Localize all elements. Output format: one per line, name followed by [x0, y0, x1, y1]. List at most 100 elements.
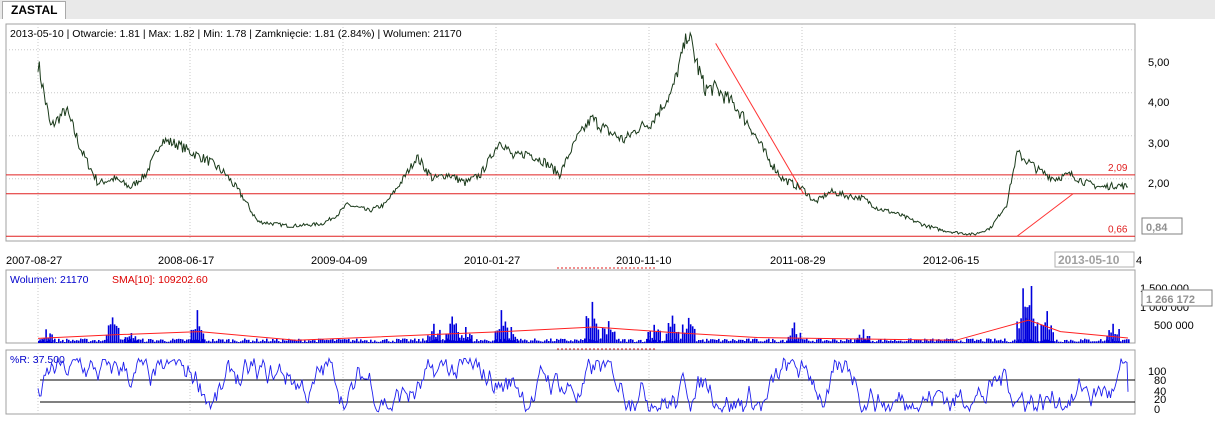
volume-bar: [178, 338, 180, 343]
volume-bar: [516, 338, 519, 343]
volume-bar: [328, 340, 330, 343]
volume-bar: [938, 339, 940, 343]
volume-bar: [836, 340, 838, 343]
volume-bar: [570, 340, 572, 343]
volume-bar: [724, 339, 726, 343]
volume-bar: [1024, 317, 1027, 343]
volume-bar: [276, 338, 278, 343]
volume-bar: [846, 338, 848, 343]
volume-bar: [38, 340, 40, 343]
volume-bar: [852, 342, 854, 343]
chart-area[interactable]: 2013-05-10 | Otwarcie: 1.81 | Max: 1.82 …: [0, 19, 1215, 423]
volume-bar: [364, 340, 366, 343]
volume-bar: [90, 341, 92, 343]
volume-bar: [912, 341, 914, 343]
volume-bar: [593, 318, 596, 343]
volume-bar: [734, 340, 736, 343]
volume-bar: [952, 338, 954, 343]
volume-bar: [432, 340, 434, 343]
volume-bar: [812, 340, 814, 343]
volume-bar: [994, 338, 996, 343]
volume-bar: [62, 339, 64, 343]
volume-bar: [126, 337, 129, 343]
volume-bar: [1126, 339, 1128, 343]
volume-bar: [244, 338, 246, 343]
volume-bar: [494, 331, 497, 343]
volume-bar: [607, 321, 610, 343]
volume-bar: [1050, 325, 1052, 343]
volume-bar: [122, 339, 124, 343]
volume-bar: [1008, 342, 1010, 343]
volume-bar: [356, 338, 358, 343]
volume-bar: [230, 342, 232, 343]
volume-bar: [736, 341, 738, 343]
volume-bar: [420, 341, 422, 343]
volume-bar: [158, 340, 160, 343]
volume-bar: [322, 339, 324, 343]
volume-bar: [932, 338, 934, 343]
x-tick-label: 2011-08-29: [770, 255, 825, 267]
volume-bar: [382, 340, 384, 343]
volume-bar: [896, 341, 898, 343]
volume-bar: [540, 341, 542, 343]
volume-bar: [467, 337, 469, 343]
volume-bar: [210, 341, 212, 343]
volume-bar: [138, 339, 140, 343]
volume-bar: [82, 339, 84, 343]
volume-bar: [791, 328, 794, 343]
volume-bar: [552, 341, 554, 343]
volume-bar: [918, 339, 920, 343]
volume-bar: [188, 339, 190, 343]
volume-bar: [76, 340, 78, 343]
volume-bar: [242, 340, 244, 343]
volume-bar: [550, 338, 552, 343]
volume-bar: [578, 340, 580, 343]
volume-bar: [350, 341, 352, 343]
volume-bar: [234, 340, 236, 343]
volume-bar: [616, 339, 618, 343]
volume-bar: [440, 340, 442, 343]
volume-bar: [683, 332, 686, 343]
volume-bar: [256, 338, 258, 343]
volume-bar: [254, 341, 256, 343]
volume-bar: [344, 339, 346, 343]
volume-bar: [960, 340, 962, 343]
volume-bar: [132, 338, 135, 343]
volume-bar: [600, 338, 602, 343]
volume-bar: [140, 339, 142, 343]
volume-bar: [469, 333, 471, 343]
volume-bar: [388, 341, 390, 343]
volume-bar: [626, 341, 628, 343]
volume-bar: [264, 341, 266, 343]
volume-bar: [1034, 326, 1037, 343]
volume-bar: [240, 341, 242, 343]
volume-bar: [418, 339, 420, 343]
volume-bar: [146, 341, 148, 343]
x-tick-label: 2009-04-09: [311, 255, 367, 267]
volume-bar: [466, 339, 468, 343]
volume-bar: [898, 340, 900, 343]
volume-bar: [653, 324, 655, 344]
volume-bar: [730, 340, 732, 343]
volume-bar: [338, 338, 340, 343]
volume-bar: [1110, 332, 1112, 343]
volume-bar: [480, 340, 482, 343]
volume-bar: [220, 339, 222, 343]
volume-bar: [793, 322, 796, 343]
tab-zastal[interactable]: ZASTAL: [2, 1, 67, 19]
volume-bar: [744, 341, 746, 343]
volume-bar: [174, 339, 176, 343]
volume-bar: [1122, 339, 1124, 343]
volume-bar: [312, 339, 314, 343]
volume-bar: [117, 327, 120, 343]
volume-bar: [589, 328, 592, 343]
volume-bar: [624, 339, 626, 343]
volume-bar: [465, 327, 467, 343]
volume-bar: [946, 338, 948, 343]
volume-bar: [168, 341, 170, 343]
volume-bar: [461, 335, 463, 343]
volume-bar: [504, 321, 507, 343]
vol-y-tick-label: 500 000: [1154, 320, 1194, 332]
volume-bar: [109, 324, 112, 343]
volume-bar: [818, 338, 820, 343]
